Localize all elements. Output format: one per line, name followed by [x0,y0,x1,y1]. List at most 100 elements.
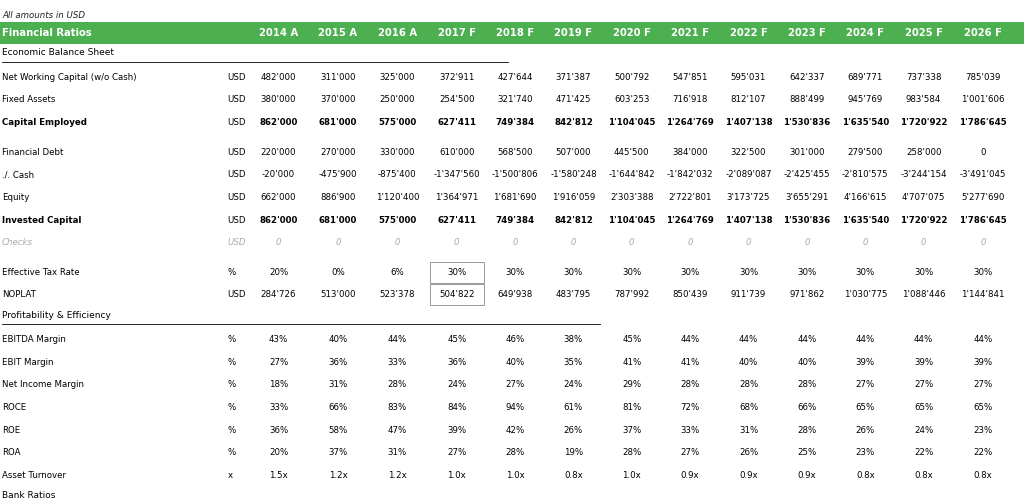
Text: Asset Turnover: Asset Turnover [2,471,66,480]
Text: Equity: Equity [2,193,30,202]
Text: 20%: 20% [269,448,288,458]
Text: 44%: 44% [798,335,816,344]
Text: 45%: 45% [447,335,466,344]
Text: 0.9x: 0.9x [739,471,758,480]
Text: 28%: 28% [739,380,758,389]
Text: -3'244'154: -3'244'154 [900,170,947,179]
Text: 33%: 33% [681,426,699,435]
Text: 47%: 47% [388,426,407,435]
Text: Economic Balance Sheet: Economic Balance Sheet [2,48,114,57]
Text: -1'842'032: -1'842'032 [667,170,714,179]
Text: 25%: 25% [798,448,816,458]
Text: 68%: 68% [739,403,758,412]
Text: 0: 0 [512,238,518,247]
Text: 1'681'690: 1'681'690 [494,193,537,202]
Text: 610'000: 610'000 [439,147,474,156]
Text: 26%: 26% [856,426,874,435]
Text: 547'851: 547'851 [673,73,708,82]
Text: 0.8x: 0.8x [564,471,583,480]
Text: 595'031: 595'031 [731,73,766,82]
Text: x: x [227,471,232,480]
Text: 41%: 41% [681,358,699,367]
Text: 380'000: 380'000 [261,96,296,105]
Text: 41%: 41% [623,358,641,367]
Text: 603'253: 603'253 [614,96,649,105]
Text: 0: 0 [804,238,810,247]
Text: 1'635'540: 1'635'540 [842,216,889,225]
Text: 258'000: 258'000 [906,147,941,156]
Text: 1.2x: 1.2x [329,471,347,480]
Text: 507'000: 507'000 [556,147,591,156]
Text: 36%: 36% [329,358,347,367]
Text: 279'500: 279'500 [848,147,883,156]
Text: %: % [227,267,236,277]
Text: 1'264'769: 1'264'769 [667,216,714,225]
Text: 785'039: 785'039 [966,73,1000,82]
Text: 0.8x: 0.8x [856,471,874,480]
Text: USD: USD [227,147,246,156]
Text: 1.2x: 1.2x [388,471,407,480]
Text: 1'001'606: 1'001'606 [962,96,1005,105]
Text: 2022 F: 2022 F [730,28,767,38]
Text: 36%: 36% [447,358,466,367]
Text: 842'812: 842'812 [554,118,593,127]
Text: USD: USD [227,96,246,105]
Text: 30%: 30% [914,267,933,277]
Text: 39%: 39% [974,358,992,367]
Text: 372'911: 372'911 [439,73,474,82]
Text: 1'786'645: 1'786'645 [959,216,1007,225]
Text: 681'000: 681'000 [318,118,357,127]
Text: 0: 0 [570,238,577,247]
Text: 2016 A: 2016 A [378,28,417,38]
Text: 2017 F: 2017 F [437,28,476,38]
Text: USD: USD [227,238,246,247]
Text: USD: USD [227,118,246,127]
Text: 568'500: 568'500 [498,147,532,156]
Text: 575'000: 575'000 [378,216,417,225]
Text: 2015 A: 2015 A [318,28,357,38]
Text: 284'726: 284'726 [261,290,296,299]
Text: 30%: 30% [447,267,466,277]
Text: 482'000: 482'000 [261,73,296,82]
Text: 0: 0 [454,238,460,247]
Text: 66%: 66% [798,403,816,412]
Text: 72%: 72% [681,403,699,412]
Text: 2023 F: 2023 F [788,28,825,38]
Text: -2'810'575: -2'810'575 [842,170,889,179]
Text: 27%: 27% [914,380,933,389]
Text: ./. Cash: ./. Cash [2,170,34,179]
Text: Financial Debt: Financial Debt [2,147,63,156]
Text: Fixed Assets: Fixed Assets [2,96,55,105]
Text: 1'786'645: 1'786'645 [959,118,1007,127]
Text: 1'407'138: 1'407'138 [725,216,772,225]
Text: 30%: 30% [623,267,641,277]
Text: 66%: 66% [329,403,347,412]
Text: ROE: ROE [2,426,20,435]
Text: 1'916'059: 1'916'059 [552,193,595,202]
Text: -1'347'560: -1'347'560 [433,170,480,179]
Text: 1'720'922: 1'720'922 [900,216,947,225]
Text: USD: USD [227,216,246,225]
Text: -475'900: -475'900 [318,170,357,179]
Text: ROA: ROA [2,448,20,458]
Text: 749'384: 749'384 [496,216,535,225]
Text: 27%: 27% [681,448,699,458]
Text: 427'644: 427'644 [498,73,532,82]
Text: -1'644'842: -1'644'842 [608,170,655,179]
Text: 83%: 83% [388,403,407,412]
Text: 5'277'690: 5'277'690 [962,193,1005,202]
Text: 61%: 61% [564,403,583,412]
Text: 58%: 58% [329,426,347,435]
Text: USD: USD [227,73,246,82]
Text: 983'584: 983'584 [906,96,941,105]
Text: 1'720'922: 1'720'922 [900,118,947,127]
Text: 81%: 81% [623,403,641,412]
Text: 27%: 27% [506,380,524,389]
Text: 0: 0 [862,238,868,247]
Text: 40%: 40% [506,358,524,367]
Bar [430,284,483,305]
Text: 94%: 94% [506,403,524,412]
Text: -2'425'455: -2'425'455 [783,170,830,179]
Text: 445'500: 445'500 [614,147,649,156]
Text: 44%: 44% [974,335,992,344]
